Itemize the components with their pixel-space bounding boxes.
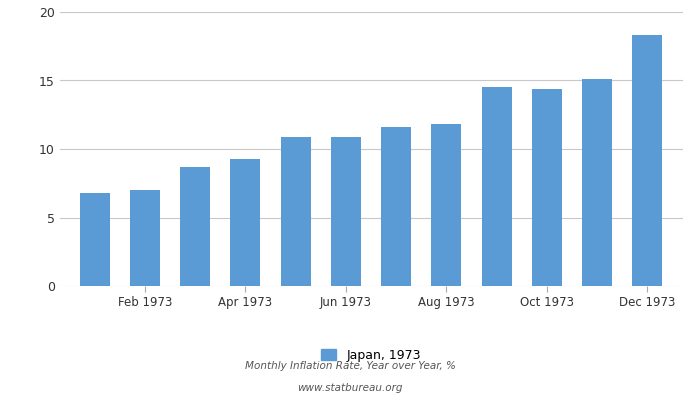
Text: www.statbureau.org: www.statbureau.org [298, 383, 402, 393]
Bar [582, 79, 612, 286]
Legend: Japan, 1973: Japan, 1973 [321, 349, 421, 362]
Bar [381, 127, 411, 286]
Text: Monthly Inflation Rate, Year over Year, %: Monthly Inflation Rate, Year over Year, … [244, 361, 456, 371]
Bar [482, 87, 512, 286]
Bar [230, 158, 260, 286]
Bar [331, 137, 361, 286]
Bar [632, 35, 662, 286]
Bar [532, 89, 562, 286]
Bar [80, 193, 110, 286]
Bar [130, 190, 160, 286]
Bar [431, 124, 461, 286]
Bar [180, 167, 210, 286]
Bar [281, 137, 311, 286]
